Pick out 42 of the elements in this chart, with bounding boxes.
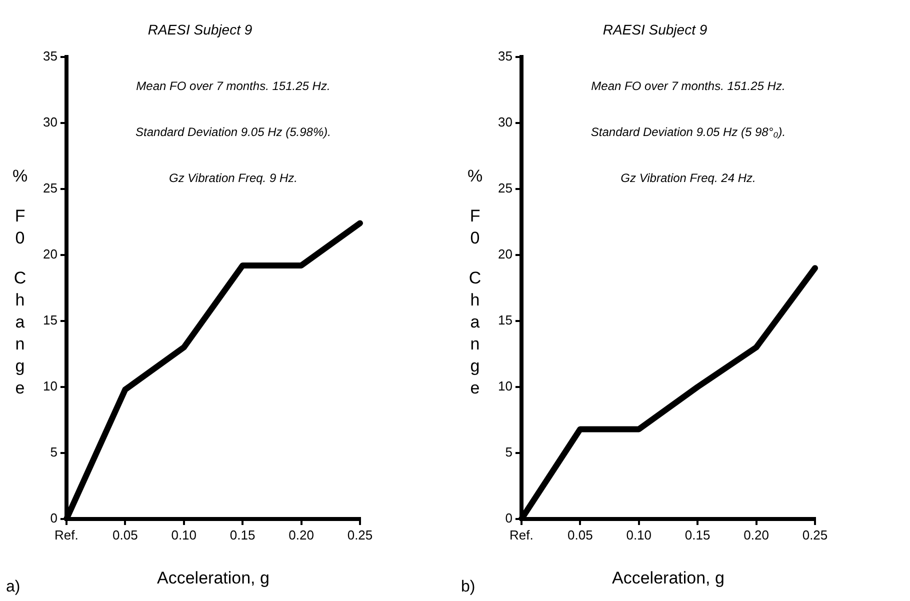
y-tick-label: 25 [498, 180, 512, 196]
annotation: Mean FO over 7 months. 151.25 Hz. [136, 79, 330, 94]
x-tick-label: 0.20 [288, 527, 314, 542]
annotation: Gz Vibration Freq. 24 Hz. [620, 171, 756, 186]
text: b) [461, 578, 476, 596]
y-tick-label: 10 [42, 378, 58, 394]
chart-title: RAESI Subject 9 [602, 21, 708, 38]
annotation: Standard Deviation 9.05 Hz (5 98°₀). [590, 125, 786, 140]
x-tick-label: 0.20 [744, 527, 769, 542]
y-tick-label: 0 [505, 510, 512, 526]
y-tick-label: 15 [498, 312, 512, 328]
annotation: Mean FO over 7 months. 151.25 Hz. [591, 79, 786, 94]
y-tick-label: 30 [42, 114, 58, 130]
y-tick-label: 5 [50, 444, 58, 460]
y-tick-label: 0 [50, 510, 58, 526]
annotation: Gz Vibration Freq. 9 Hz. [168, 171, 298, 186]
x-tick-label: 0.15 [230, 527, 256, 542]
y-tick-label: 15 [42, 312, 58, 328]
text: a) [6, 578, 20, 596]
y-tick-label: 35 [42, 48, 58, 64]
x-tick-label: 0.15 [684, 527, 710, 542]
y-tick-label: 10 [498, 378, 512, 394]
y-tick-label: 20 [42, 246, 58, 262]
annotation: Standard Deviation 9.05 Hz (5.98%). [136, 125, 331, 140]
chart-title: RAESI Subject 9 [148, 21, 252, 38]
x-axis-title: Acceleration, g [612, 568, 724, 588]
text: % F0 Change [467, 166, 483, 398]
x-tick-label: Ref. [510, 527, 534, 542]
x-tick-label: 0.25 [802, 527, 828, 542]
text: % F0 Change [12, 166, 28, 398]
x-tick-label: 0.25 [347, 527, 373, 542]
x-tick-label: 0.10 [626, 527, 652, 542]
y-tick-label: 30 [498, 114, 512, 130]
y-tick-label: 35 [498, 48, 512, 64]
x-tick-label: 0.05 [112, 527, 138, 542]
y-tick-label: 20 [498, 246, 512, 262]
x-tick-label: 0.05 [568, 527, 593, 542]
x-tick-label: 0.10 [171, 527, 197, 542]
y-tick-label: 25 [42, 180, 58, 196]
y-tick-label: 5 [505, 444, 512, 460]
x-tick-label: Ref. [54, 527, 78, 542]
x-axis-title: Acceleration, g [157, 568, 270, 588]
